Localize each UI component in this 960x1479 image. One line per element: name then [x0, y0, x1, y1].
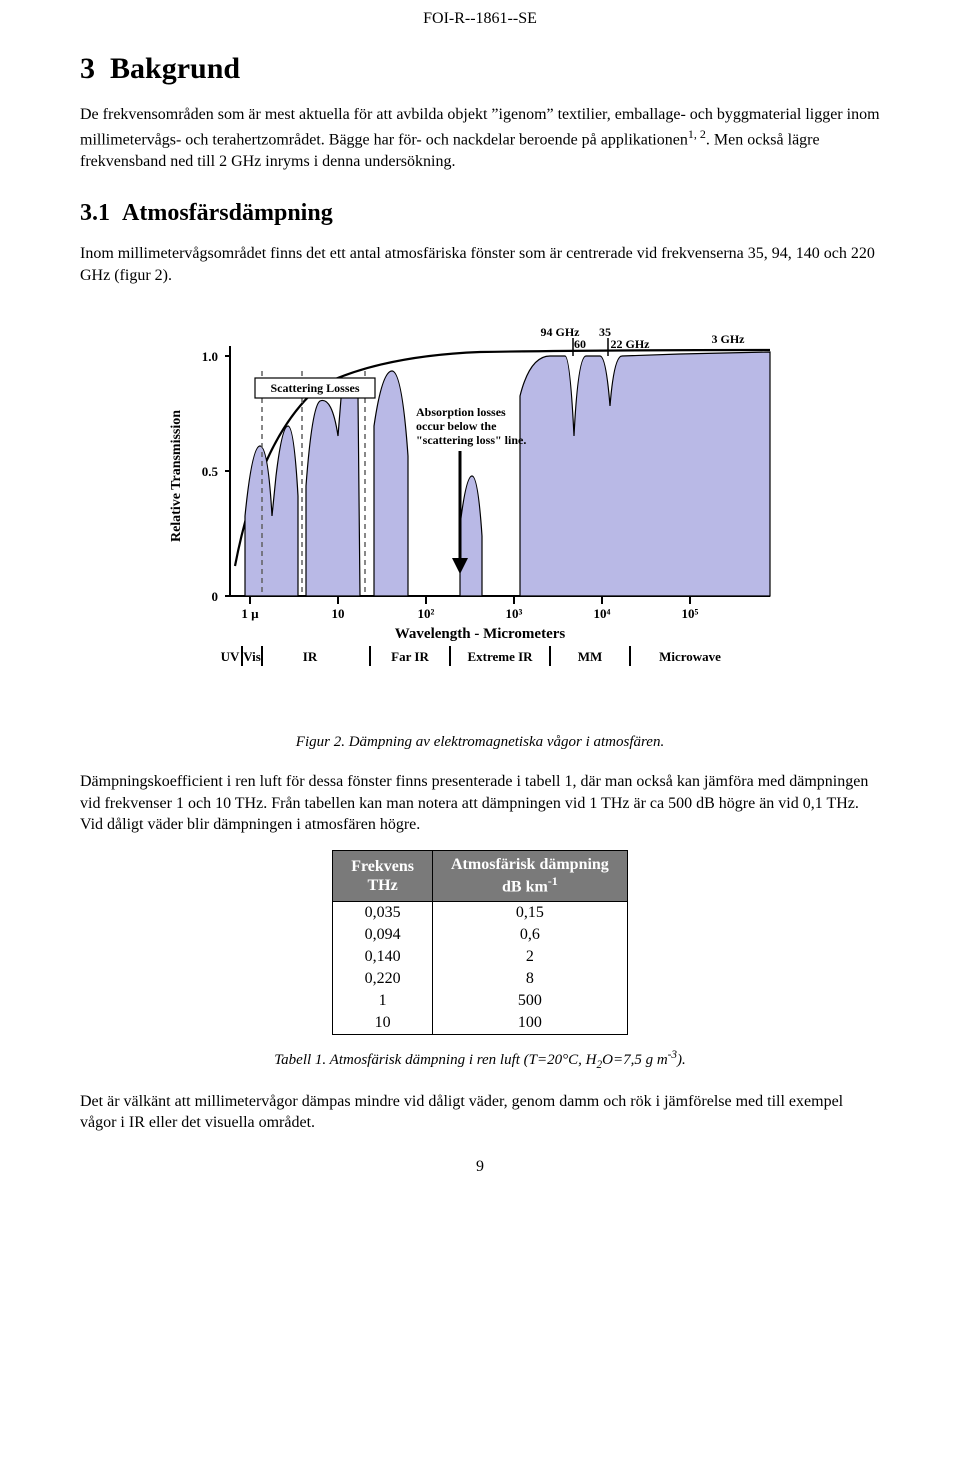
svg-text:0: 0: [212, 589, 219, 604]
section-heading: 3 Bakgrund: [80, 52, 880, 86]
svg-text:60: 60: [574, 337, 586, 351]
para-atmos: Inom millimetervågsområdet finns det ett…: [80, 243, 880, 286]
table-1-caption: Tabell 1. Atmosfärisk dämpning i ren luf…: [80, 1049, 880, 1071]
subsection-heading: 3.1 Atmosfärsdämpning: [80, 200, 880, 227]
table-row: 0,220 8: [333, 968, 628, 990]
table-1: Frekvens THz Atmosfärisk dämpning dB km-…: [332, 850, 628, 1035]
svg-text:10⁴: 10⁴: [594, 606, 611, 621]
svg-text:35: 35: [599, 325, 611, 339]
svg-text:UV: UV: [221, 649, 240, 664]
svg-text:1 µ: 1 µ: [241, 606, 259, 621]
svg-text:1.0: 1.0: [202, 349, 218, 364]
svg-text:10: 10: [332, 606, 345, 621]
subsection-number: 3.1: [80, 200, 110, 226]
svg-text:Microwave: Microwave: [659, 649, 721, 664]
svg-text:Vis: Vis: [243, 649, 261, 664]
svg-text:Far IR: Far IR: [391, 649, 429, 664]
svg-text:Relative Transmission: Relative Transmission: [169, 410, 184, 542]
table-header-atten: Atmosfärisk dämpning dB km-1: [433, 851, 628, 902]
figure-2-svg: 0 0.5 1.0 Relative Transmission 1 µ 10 1…: [160, 316, 800, 716]
svg-text:MM: MM: [578, 649, 603, 664]
table-header-freq: Frekvens THz: [333, 851, 433, 902]
svg-text:22 GHz: 22 GHz: [611, 337, 651, 351]
svg-text:3 GHz: 3 GHz: [712, 332, 746, 346]
svg-text:Absorption losses: Absorption losses: [416, 405, 506, 419]
section-title: Bakgrund: [110, 52, 240, 85]
para-intro-sup: 1, 2: [688, 127, 706, 141]
section-number: 3: [80, 52, 95, 85]
figure-2: 0 0.5 1.0 Relative Transmission 1 µ 10 1…: [160, 316, 800, 716]
svg-text:occur below the: occur below the: [416, 419, 497, 433]
page-number: 9: [80, 1158, 880, 1176]
figure-2-caption: Figur 2. Dämpning av elektromagnetiska v…: [80, 734, 880, 751]
table-row: 10 100: [333, 1012, 628, 1035]
table-row: 0,094 0,6: [333, 924, 628, 946]
table-row: 0,035 0,15: [333, 901, 628, 924]
svg-text:"scattering loss" line.: "scattering loss" line.: [416, 433, 526, 447]
para-intro: De frekvensområden som är mest aktuella …: [80, 104, 880, 172]
svg-text:IR: IR: [303, 649, 318, 664]
svg-text:10³: 10³: [506, 606, 523, 621]
svg-text:0.5: 0.5: [202, 464, 219, 479]
document-header: FOI-R--1861--SE: [80, 10, 880, 28]
subsection-title: Atmosfärsdämpning: [122, 200, 333, 226]
para-table-intro: Dämpningskoefficient i ren luft för dess…: [80, 771, 880, 836]
table-row: 0,140 2: [333, 946, 628, 968]
table-header-row: Frekvens THz Atmosfärisk dämpning dB km-…: [333, 851, 628, 902]
para-conclusion: Det är välkänt att millimetervågor dämpa…: [80, 1091, 880, 1134]
table-row: 1 500: [333, 990, 628, 1012]
svg-text:Scattering Losses: Scattering Losses: [271, 381, 360, 395]
svg-text:10⁵: 10⁵: [682, 606, 699, 621]
svg-text:Extreme IR: Extreme IR: [467, 649, 533, 664]
svg-text:Wavelength - Micrometers: Wavelength - Micrometers: [395, 626, 566, 642]
svg-text:10²: 10²: [418, 606, 435, 621]
